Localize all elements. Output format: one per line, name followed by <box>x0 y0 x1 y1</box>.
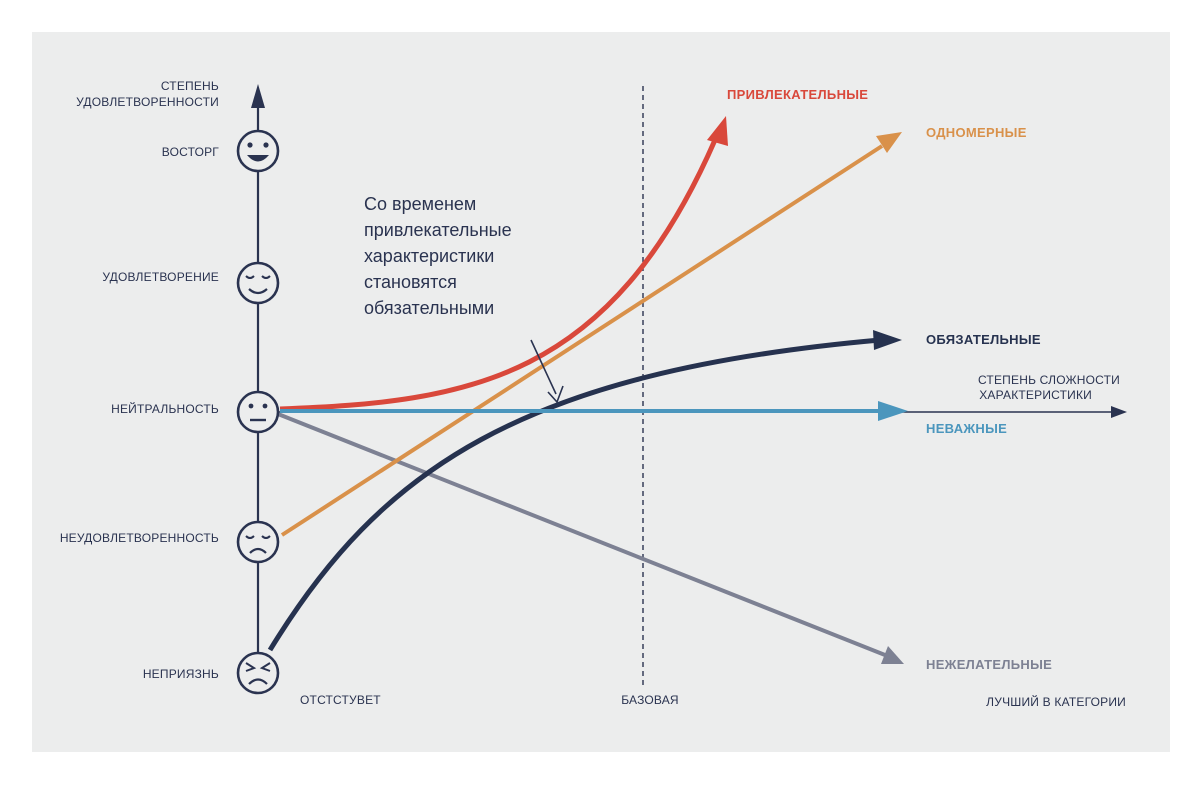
curve-must-be <box>267 337 881 652</box>
angry-face-icon <box>236 651 280 695</box>
curve-indifferent-arrow-icon <box>878 401 908 421</box>
annotation-line-5: обязательными <box>364 298 494 318</box>
level-label-dissatisfaction: НЕУДОВЛЕТВОРЕННОСТЬ <box>60 531 219 545</box>
annotation-line-3: характеристики <box>364 246 494 266</box>
curve-attractive <box>279 138 718 412</box>
satisfaction-axis-arrow-icon <box>251 84 265 108</box>
complexity-axis-title-line-1: СТЕПЕНЬ СЛОЖНОСТИ <box>978 373 1120 387</box>
complexity-axis-arrow-icon <box>1111 406 1127 418</box>
annotation-pointer-arrow-icon <box>547 385 564 404</box>
level-label-satisfaction: УДОВЛЕТВОРЕНИЕ <box>102 270 219 284</box>
delighted-face-icon <box>236 129 280 173</box>
category-label-reverse: НЕЖЕЛАТЕЛЬНЫЕ <box>926 657 1052 672</box>
curve-one-dimensional <box>280 144 884 537</box>
curve-attractive-arrow-icon <box>707 116 728 146</box>
curve-reverse <box>277 412 886 657</box>
content-face-icon <box>236 261 280 305</box>
tick-label-absent: ОТСТСТУВЕТ <box>300 693 381 707</box>
level-label-aversion: НЕПРИЯЗНЬ <box>143 667 219 681</box>
sad-face-icon <box>236 520 280 564</box>
annotation-line-1: Со временем <box>364 194 476 214</box>
annotation-line-2: привлекательные <box>364 220 512 240</box>
curve-one-dimensional-arrow-icon <box>876 132 902 153</box>
tick-label-basic: БАЗОВАЯ <box>621 693 679 707</box>
curve-reverse-arrow-icon <box>881 646 904 664</box>
curve-must-be-arrow-icon <box>873 330 902 350</box>
category-label-indifferent: НЕВАЖНЫЕ <box>926 421 1007 436</box>
level-label-neutral: НЕЙТРАЛЬНОСТЬ <box>111 401 219 416</box>
category-label-must-be: ОБЯЗАТЕЛЬНЫЕ <box>926 332 1041 347</box>
category-label-one-dimensional: ОДНОМЕРНЫЕ <box>926 125 1027 140</box>
faces-group <box>236 129 280 695</box>
tick-label-best-in-class: ЛУЧШИЙ В КАТЕГОРИИ <box>986 694 1126 709</box>
satisfaction-axis-title-line-1: СТЕПЕНЬ <box>161 79 219 93</box>
neutral-face-icon <box>236 390 280 434</box>
satisfaction-axis-title-line-2: УДОВЛЕТВОРЕННОСТИ <box>76 95 219 109</box>
complexity-axis-title-line-2: ХАРАКТЕРИСТИКИ <box>979 388 1092 402</box>
category-label-attractive: ПРИВЛЕКАТЕЛЬНЫЕ <box>727 87 868 102</box>
level-label-delight: ВОСТОРГ <box>162 145 220 159</box>
annotation-line-4: становятся <box>364 272 457 292</box>
annotation-pointer-line <box>530 339 557 395</box>
